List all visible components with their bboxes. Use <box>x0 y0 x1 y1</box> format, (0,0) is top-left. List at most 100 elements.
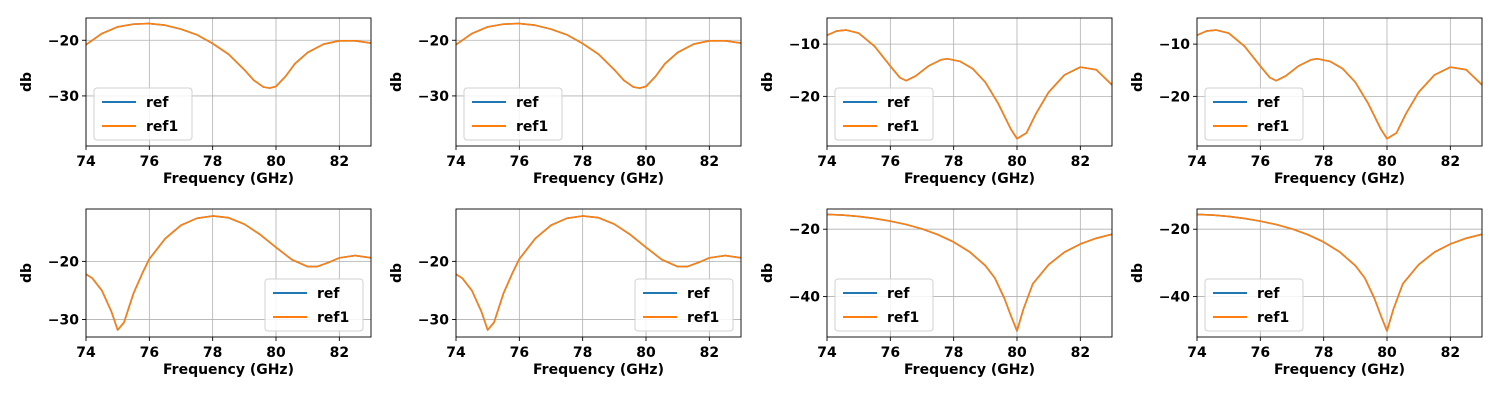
legend: ref ref1 <box>634 278 734 332</box>
chart-panel-7: 74 76 78 80 82 −40 −20 Frequency (GHz) db ref ref1 <box>760 208 1113 378</box>
x-tick-label: 82 <box>1441 154 1460 170</box>
x-tick-label: 78 <box>944 154 963 170</box>
plot-frame <box>85 208 372 338</box>
legend-label-ref1: ref1 <box>516 119 548 135</box>
x-tick-label: 78 <box>573 345 592 361</box>
chart-panel-1: 74 76 78 80 82 −30 −20 Frequency (GHz) db ref ref1 <box>19 17 372 187</box>
y-tick-label: −40 <box>789 290 820 306</box>
chart-panel-3: 74 76 78 80 82 −20 −10 Frequency (GHz) db ref ref1 <box>760 17 1113 187</box>
x-tick-label: 78 <box>203 154 222 170</box>
x-axis-label: Frequency (GHz) <box>163 171 294 187</box>
y-axis-label: db <box>760 72 776 92</box>
x-axis-label: Frequency (GHz) <box>904 362 1035 378</box>
legend-label-ref1: ref1 <box>887 310 919 326</box>
x-tick-label: 80 <box>266 154 286 170</box>
y-tick-label: −20 <box>418 254 449 270</box>
legend-label-ref: ref <box>887 95 910 111</box>
legend-label-ref1: ref1 <box>887 119 919 135</box>
x-tick-label: 74 <box>1187 345 1207 361</box>
x-tick-label: 76 <box>140 345 159 361</box>
series-line-ref <box>86 22 371 89</box>
y-tick-label: −20 <box>789 222 820 238</box>
legend-label-ref: ref <box>146 95 169 111</box>
chart-panel-6: 74 76 78 80 82 −30 −20 Frequency (GHz) db ref ref1 <box>389 208 742 378</box>
y-axis-label: db <box>760 263 776 283</box>
x-tick-label: 74 <box>1187 154 1207 170</box>
y-tick-label: −30 <box>418 313 449 329</box>
x-tick-label: 80 <box>1377 345 1397 361</box>
x-tick-label: 82 <box>330 154 349 170</box>
x-tick-label: 74 <box>817 154 837 170</box>
legend-label-ref1: ref1 <box>1257 119 1289 135</box>
plot-frame <box>85 17 372 147</box>
legend-label-ref: ref <box>516 95 539 111</box>
y-tick-label: −20 <box>48 33 79 49</box>
x-tick-label: 80 <box>1007 154 1027 170</box>
x-axis-label: Frequency (GHz) <box>163 362 294 378</box>
x-tick-label: 76 <box>510 345 529 361</box>
legend: ref ref1 <box>264 278 364 332</box>
plot-frame <box>455 208 742 338</box>
y-tick-label: −20 <box>48 254 79 270</box>
x-tick-label: 74 <box>446 345 466 361</box>
chart-panel-4: 74 76 78 80 82 −20 −10 Frequency (GHz) db ref ref1 <box>1130 17 1483 187</box>
y-tick-label: −20 <box>1159 222 1190 238</box>
legend-label-ref1: ref1 <box>146 119 178 135</box>
legend-label-ref: ref <box>687 286 710 302</box>
y-tick-label: −30 <box>418 89 449 105</box>
y-tick-label: −40 <box>1159 290 1190 306</box>
legend-label-ref: ref <box>1257 286 1280 302</box>
x-tick-label: 82 <box>1071 345 1090 361</box>
legend-label-ref: ref <box>887 286 910 302</box>
x-tick-label: 76 <box>1251 154 1270 170</box>
y-tick-label: −20 <box>418 33 449 49</box>
series-line-ref1 <box>827 29 1112 140</box>
chart-panel-8: 74 76 78 80 82 −40 −20 Frequency (GHz) db ref ref1 <box>1130 208 1483 378</box>
plot-frame <box>826 208 1113 338</box>
x-axis-label: Frequency (GHz) <box>1274 171 1405 187</box>
legend-label-ref: ref <box>1257 95 1280 111</box>
x-tick-label: 74 <box>446 154 466 170</box>
legend-label-ref1: ref1 <box>1257 310 1289 326</box>
x-axis-label: Frequency (GHz) <box>533 362 664 378</box>
x-tick-label: 76 <box>881 154 900 170</box>
legend-label-ref1: ref1 <box>687 310 719 326</box>
series-line-ref1 <box>86 215 371 331</box>
series-line-ref1 <box>827 213 1112 332</box>
x-tick-label: 82 <box>330 345 349 361</box>
legend-label-ref1: ref1 <box>317 310 349 326</box>
x-tick-label: 80 <box>636 345 656 361</box>
y-tick-label: −30 <box>48 89 79 105</box>
x-tick-label: 76 <box>510 154 529 170</box>
x-tick-label: 74 <box>76 154 96 170</box>
x-tick-label: 78 <box>1314 345 1333 361</box>
y-tick-label: −10 <box>789 37 820 53</box>
series-line-ref1 <box>1197 29 1482 140</box>
x-tick-label: 82 <box>700 345 719 361</box>
x-tick-label: 78 <box>1314 154 1333 170</box>
legend-label-ref: ref <box>317 286 340 302</box>
y-axis-label: db <box>389 72 405 92</box>
legend: ref ref1 <box>1204 278 1304 332</box>
y-axis-label: db <box>389 263 405 283</box>
series-line-ref1 <box>456 22 741 89</box>
y-tick-label: −30 <box>48 313 79 329</box>
x-axis-label: Frequency (GHz) <box>904 171 1035 187</box>
legend: ref ref1 <box>834 278 934 332</box>
series-line-ref1 <box>456 215 741 331</box>
x-tick-label: 74 <box>817 345 837 361</box>
y-tick-label: −20 <box>1159 89 1190 105</box>
x-tick-label: 74 <box>76 345 96 361</box>
x-tick-label: 78 <box>203 345 222 361</box>
x-tick-label: 80 <box>1377 154 1397 170</box>
x-tick-label: 76 <box>881 345 900 361</box>
x-tick-label: 80 <box>266 345 286 361</box>
x-tick-label: 76 <box>140 154 159 170</box>
x-axis-label: Frequency (GHz) <box>1274 362 1405 378</box>
x-tick-label: 82 <box>1441 345 1460 361</box>
plot-frame <box>826 17 1113 147</box>
legend: ref ref1 <box>463 87 563 141</box>
series-line-ref1 <box>1197 213 1482 332</box>
legend: ref ref1 <box>93 87 193 141</box>
